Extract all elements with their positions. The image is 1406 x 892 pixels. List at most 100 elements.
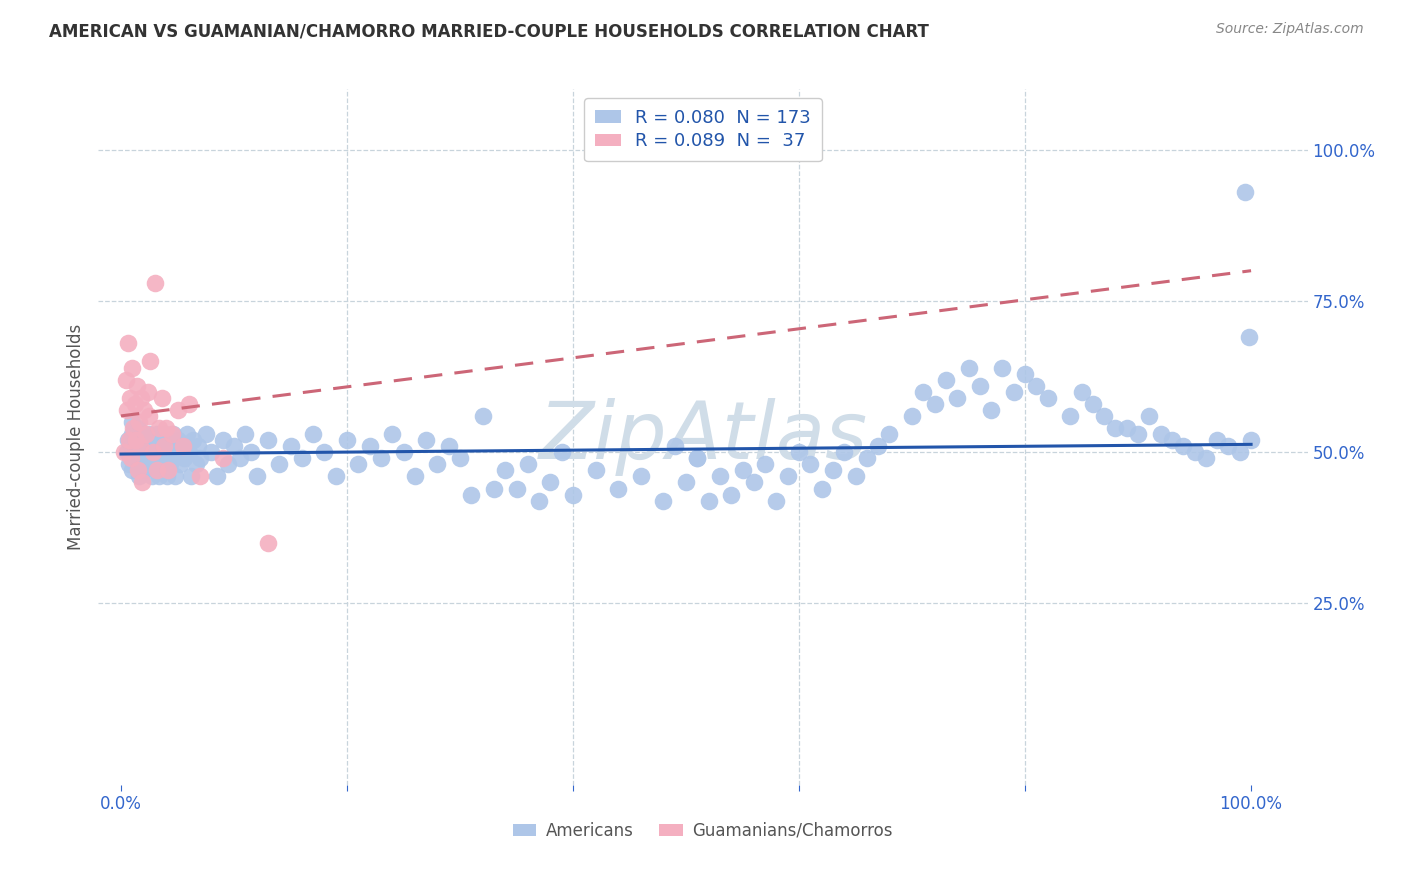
Point (187, 439, 209, 453)
Point (742, 475, 765, 490)
Point (184, 458, 207, 472)
Point (1092, 409, 1115, 423)
Point (810, 482, 832, 496)
Point (127, 421, 149, 435)
Point (1036, 391, 1059, 405)
Point (122, 439, 145, 453)
Point (912, 384, 935, 399)
Point (449, 451, 471, 466)
Point (155, 445, 177, 459)
Point (131, 427, 153, 442)
Point (188, 469, 211, 483)
Point (325, 469, 347, 483)
Point (146, 427, 169, 442)
Point (129, 439, 152, 453)
Point (121, 415, 143, 429)
Point (121, 427, 143, 442)
Point (211, 451, 233, 466)
Point (630, 469, 652, 483)
Point (125, 378, 148, 392)
Point (138, 409, 160, 423)
Point (142, 445, 165, 459)
Point (1014, 367, 1036, 381)
Point (132, 445, 155, 459)
Point (120, 451, 142, 466)
Point (134, 433, 156, 447)
Point (157, 463, 180, 477)
Point (165, 469, 187, 483)
Point (754, 458, 776, 472)
Point (157, 433, 180, 447)
Point (709, 469, 731, 483)
Point (142, 458, 165, 472)
Point (240, 445, 263, 459)
Point (153, 439, 176, 453)
Point (172, 439, 194, 453)
Point (121, 360, 143, 375)
Point (924, 397, 946, 411)
Point (585, 463, 607, 477)
Point (135, 427, 157, 442)
Point (148, 445, 170, 459)
Y-axis label: Married-couple Households: Married-couple Households (66, 324, 84, 550)
Point (505, 482, 527, 496)
Point (538, 475, 561, 490)
Point (127, 445, 149, 459)
Text: AMERICAN VS GUAMANIAN/CHAMORRO MARRIED-COUPLE HOUSEHOLDS CORRELATION CHART: AMERICAN VS GUAMANIAN/CHAMORRO MARRIED-C… (49, 22, 929, 40)
Point (150, 458, 173, 472)
Point (183, 433, 205, 447)
Point (211, 433, 233, 447)
Point (879, 427, 901, 442)
Point (946, 391, 969, 405)
Point (217, 458, 239, 472)
Point (194, 427, 217, 442)
Point (901, 409, 924, 423)
Point (136, 384, 159, 399)
Point (302, 427, 325, 442)
Point (150, 391, 173, 405)
Point (856, 451, 879, 466)
Point (482, 482, 505, 496)
Point (845, 469, 868, 483)
Point (1237, 330, 1260, 344)
Point (170, 439, 193, 453)
Point (145, 451, 167, 466)
Point (169, 458, 191, 472)
Point (957, 360, 980, 375)
Point (114, 373, 136, 387)
Point (159, 439, 181, 453)
Point (1240, 433, 1263, 447)
Point (980, 402, 1002, 417)
Point (205, 469, 228, 483)
Point (269, 458, 291, 472)
Point (494, 463, 516, 477)
Point (200, 445, 222, 459)
Point (122, 421, 145, 435)
Point (131, 451, 153, 466)
Point (148, 469, 170, 483)
Point (607, 482, 630, 496)
Point (664, 439, 686, 453)
Point (415, 433, 437, 447)
Point (460, 487, 482, 501)
Point (159, 458, 181, 472)
Point (115, 445, 138, 459)
Point (1173, 439, 1195, 453)
Point (291, 451, 314, 466)
Point (149, 433, 172, 447)
Point (1104, 421, 1126, 435)
Point (280, 439, 302, 453)
Point (799, 458, 821, 472)
Point (148, 421, 170, 435)
Point (1234, 185, 1257, 199)
Point (156, 469, 179, 483)
Point (112, 445, 135, 459)
Point (131, 391, 153, 405)
Point (969, 378, 991, 392)
Point (125, 433, 148, 447)
Point (359, 439, 381, 453)
Point (652, 493, 675, 508)
Point (139, 354, 162, 368)
Point (166, 433, 188, 447)
Point (426, 458, 449, 472)
